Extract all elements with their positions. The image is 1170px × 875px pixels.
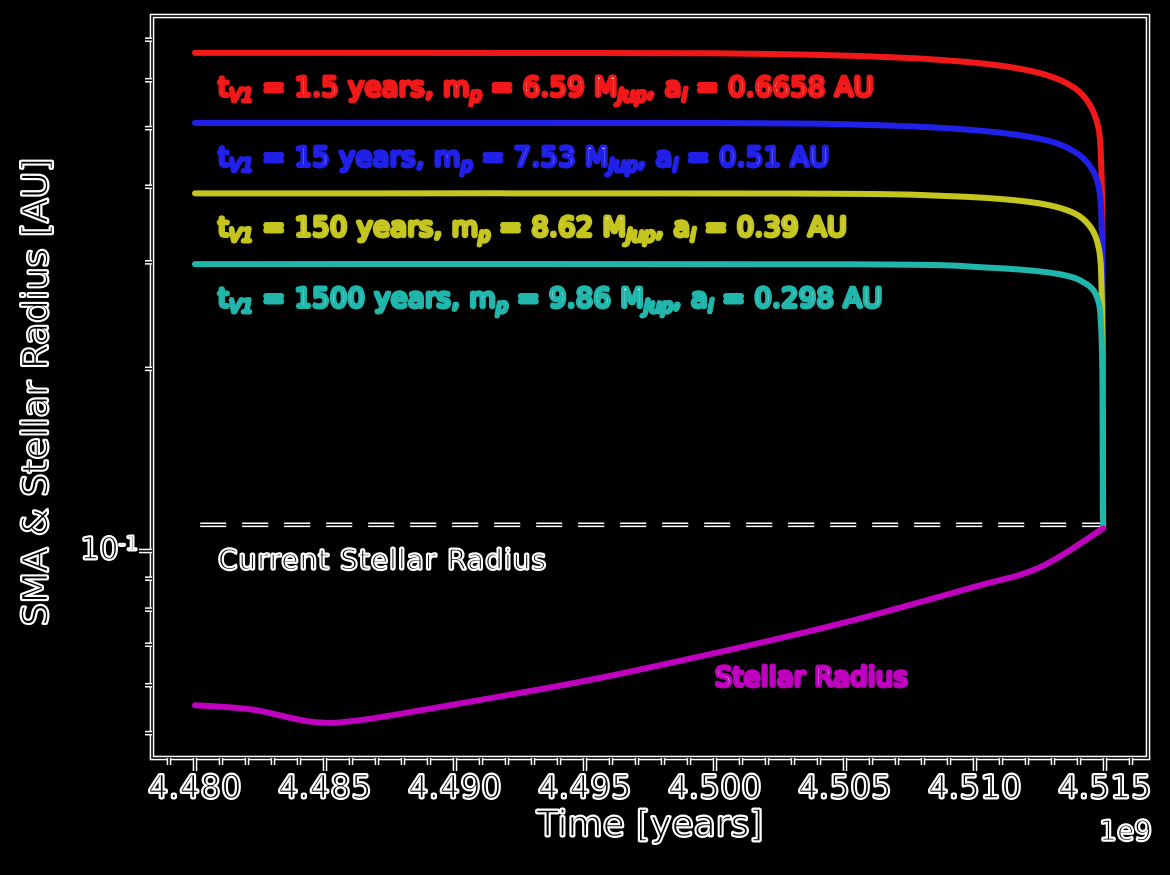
annotation-planet-cyan: tV1 = 1500 years, mp = 9.86 MJup, ai = 0… (217, 282, 884, 319)
x-tick-label-4.495: 4.495 (537, 767, 633, 807)
x-axis-label: Time [years] (536, 803, 764, 846)
x-tick-label-4.500: 4.500 (667, 767, 763, 807)
annotation-planet-red: tV1 = 1.5 years, mp = 6.59 MJup, ai = 0.… (217, 71, 875, 108)
x-tick-label-4.505: 4.505 (797, 767, 893, 807)
x-tick-label-4.490: 4.490 (407, 767, 503, 807)
current-stellar-radius-label: Current Stellar Radius (217, 542, 548, 577)
annotation-planet-yellow: tV1 = 150 years, mp = 8.62 MJup, ai = 0.… (217, 211, 848, 248)
y-tick-label-0.1: 10-1 (80, 531, 139, 568)
plot-frame-core (151, 15, 1149, 759)
x-tick-label-4.510: 4.510 (927, 767, 1023, 807)
x-tick-label-4.480: 4.480 (147, 767, 243, 807)
annotation-stellar-radius: Stellar Radius (714, 661, 909, 694)
curve-planet-blue (192, 119, 1106, 520)
x-tick-label-4.485: 4.485 (277, 767, 373, 807)
x-tick-label-4.515: 4.515 (1057, 767, 1153, 807)
curve-planet-cyan (192, 260, 1107, 529)
x-axis-offset-label: 1e9 (1098, 813, 1152, 848)
curve-stellar-radius (192, 525, 1107, 726)
annotation-planet-blue: tV1 = 15 years, mp = 7.53 MJup, ai = 0.5… (217, 141, 830, 178)
plot-frame (149, 13, 1151, 761)
